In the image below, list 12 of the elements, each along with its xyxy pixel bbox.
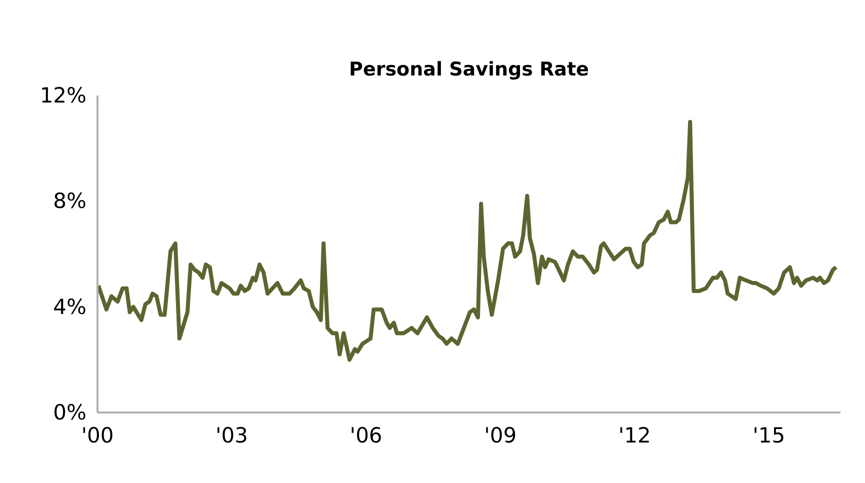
- y-tick-label: 8%: [53, 189, 87, 214]
- x-tick-label: '09: [484, 424, 517, 448]
- x-tick-label: '03: [216, 424, 248, 448]
- y-tick-label: 12%: [40, 84, 87, 108]
- y-tick-label: 0%: [53, 400, 87, 424]
- x-tick-label: '12: [618, 424, 651, 448]
- x-tick-label: '00: [81, 424, 114, 448]
- x-tick-label: '06: [350, 424, 382, 448]
- x-tick-label: '15: [752, 424, 786, 448]
- line-series: [98, 120, 838, 362]
- chart-title: Personal Savings Rate: [349, 58, 589, 80]
- y-tick-label: 4%: [53, 294, 87, 319]
